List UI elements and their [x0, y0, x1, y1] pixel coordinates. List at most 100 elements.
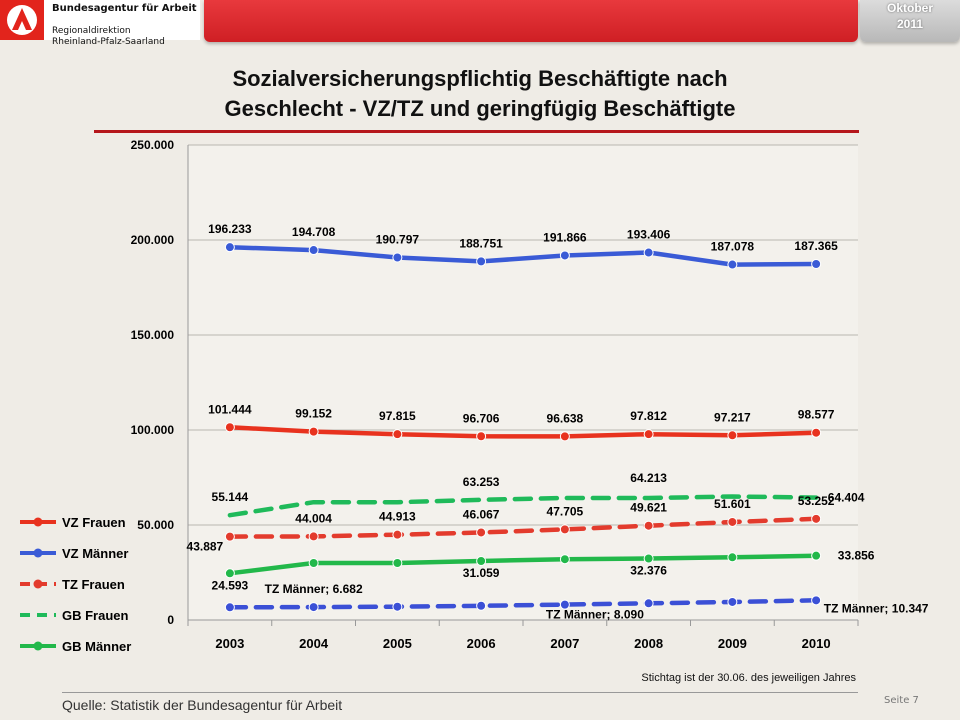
page-title: Sozialversicherungspflichtig Beschäftigt…: [100, 64, 860, 124]
point-gb_maenner: [643, 553, 654, 564]
page-number: Seite 7: [884, 695, 919, 706]
point-tz_maenner: [727, 596, 738, 607]
data-label-tz_frauen: 44.004: [295, 511, 332, 525]
data-label-tz_frauen: 51.601: [714, 497, 751, 511]
point-vz_maenner: [811, 259, 822, 270]
point-tz_frauen: [392, 529, 403, 540]
series-line-tz_maenner: [227, 598, 819, 610]
point-vz_frauen: [727, 430, 738, 441]
point-gb_maenner: [308, 558, 319, 568]
point-vz_maenner: [224, 242, 235, 253]
data-label-vz_frauen: 99.152: [295, 407, 332, 421]
org-name: Bundesagentur für Arbeit: [52, 3, 197, 14]
legend-marker-vz_maenner: [33, 548, 43, 558]
data-label-tz_maenner: TZ Männer; 10.347: [824, 601, 929, 615]
source-note: Quelle: Statistik der Bundesagentur für …: [62, 697, 343, 713]
x-tick-label: 2006: [467, 636, 496, 651]
data-label-tz_maenner: TZ Männer; 6.682: [265, 582, 363, 596]
reference-date-note: Stichtag ist der 30.06. des jeweiligen J…: [641, 672, 856, 684]
point-gb_maenner: [559, 554, 570, 565]
title-line1: Sozialversicherungspflichtig Beschäftigt…: [232, 66, 728, 91]
series-line-gb_frauen: [227, 494, 819, 518]
x-tick-label: 2003: [215, 636, 244, 651]
series-line-vz_maenner: [227, 244, 819, 267]
data-label-vz_maenner: 187.078: [711, 240, 755, 254]
legend-label-vz_frauen: VZ Frauen: [62, 515, 126, 530]
legend-label-tz_frauen: TZ Frauen: [62, 577, 125, 592]
date-month: Oktober: [886, 1, 933, 15]
data-label-vz_maenner: 190.797: [376, 232, 420, 246]
data-label-vz_frauen: 96.706: [463, 411, 500, 425]
y-tick-label: 0: [167, 613, 174, 627]
data-label-vz_frauen: 101.444: [208, 402, 252, 416]
data-label-vz_maenner: 191.866: [543, 230, 587, 244]
point-tz_maenner: [559, 599, 570, 610]
data-label-tz_frauen: 47.705: [547, 504, 584, 518]
date-year: 2011: [896, 17, 924, 31]
y-tick-label: 100.000: [131, 423, 175, 437]
data-label-gb_frauen: 64.213: [630, 471, 667, 485]
title-line2: Geschlecht - VZ/TZ und geringfügig Besch…: [224, 96, 736, 121]
x-tick-label: 2007: [550, 636, 579, 651]
point-vz_frauen: [392, 429, 403, 440]
legend-marker-gb_maenner: [33, 641, 43, 651]
x-tick-label: 2009: [718, 636, 747, 651]
data-label-gb_maenner: 24.593: [212, 578, 249, 592]
point-gb_maenner: [727, 552, 738, 563]
org-sub-line2: Rheinland-Pfalz-Saarland: [52, 37, 165, 47]
data-label-vz_maenner: 187.365: [794, 239, 838, 253]
title-underline: [94, 130, 859, 133]
data-label-gb_frauen: 63.253: [463, 475, 500, 489]
data-label-vz_frauen: 97.812: [630, 409, 667, 423]
point-gb_maenner: [811, 550, 822, 561]
point-vz_maenner: [643, 247, 654, 258]
data-label-vz_maenner: 194.708: [292, 225, 336, 239]
org-subtitle: Regionaldirektion Rheinland-Pfalz-Saarla…: [52, 26, 165, 48]
point-tz_frauen: [811, 513, 822, 524]
data-label-vz_frauen: 96.638: [547, 411, 584, 425]
point-vz_maenner: [727, 259, 738, 270]
date-badge: Oktober 2011: [860, 0, 960, 42]
y-tick-label: 50.000: [137, 518, 174, 532]
data-label-vz_maenner: 193.406: [627, 228, 671, 242]
data-label-vz_maenner: 196.233: [208, 222, 252, 236]
point-tz_maenner: [643, 598, 654, 609]
x-tick-label: 2010: [802, 636, 831, 651]
point-vz_frauen: [811, 427, 822, 438]
legend-label-vz_maenner: VZ Männer: [62, 546, 128, 561]
data-label-gb_maenner: 32.376: [630, 563, 667, 577]
y-tick-label: 200.000: [131, 233, 175, 247]
legend-label-gb_frauen: GB Frauen: [62, 608, 129, 623]
point-tz_frauen: [476, 527, 487, 538]
point-tz_maenner: [811, 595, 822, 606]
point-vz_maenner: [392, 252, 403, 263]
point-tz_maenner: [476, 600, 487, 611]
data-label-tz_frauen: 44.913: [379, 510, 416, 524]
data-label-vz_maenner: 188.751: [459, 236, 503, 250]
x-tick-label: 2008: [634, 636, 663, 651]
data-label-tz_frauen: 49.621: [630, 501, 667, 515]
x-tick-label: 2004: [299, 636, 329, 651]
data-label-gb_frauen: 64.404: [828, 491, 865, 505]
data-label-tz_maenner: TZ Männer; 8.090: [546, 608, 644, 622]
x-tick-label: 2005: [383, 636, 412, 651]
data-label-gb_maenner: 33.856: [838, 549, 875, 563]
point-vz_frauen: [224, 422, 235, 433]
point-tz_frauen: [559, 524, 570, 535]
point-vz_maenner: [476, 256, 487, 267]
point-tz_frauen: [308, 531, 319, 542]
legend-marker-vz_frauen: [33, 517, 43, 527]
point-gb_maenner: [476, 555, 487, 566]
point-tz_maenner: [224, 602, 235, 613]
data-label-vz_frauen: 97.815: [379, 409, 416, 423]
point-tz_frauen: [727, 516, 738, 527]
point-vz_frauen: [308, 426, 319, 437]
point-vz_frauen: [559, 431, 570, 442]
point-vz_frauen: [643, 429, 654, 440]
org-sub-line1: Regionaldirektion: [52, 26, 131, 36]
data-label-vz_frauen: 97.217: [714, 410, 751, 424]
point-gb_maenner: [392, 558, 403, 568]
point-tz_maenner: [392, 601, 403, 612]
data-label-tz_frauen: 53.252: [798, 494, 835, 508]
